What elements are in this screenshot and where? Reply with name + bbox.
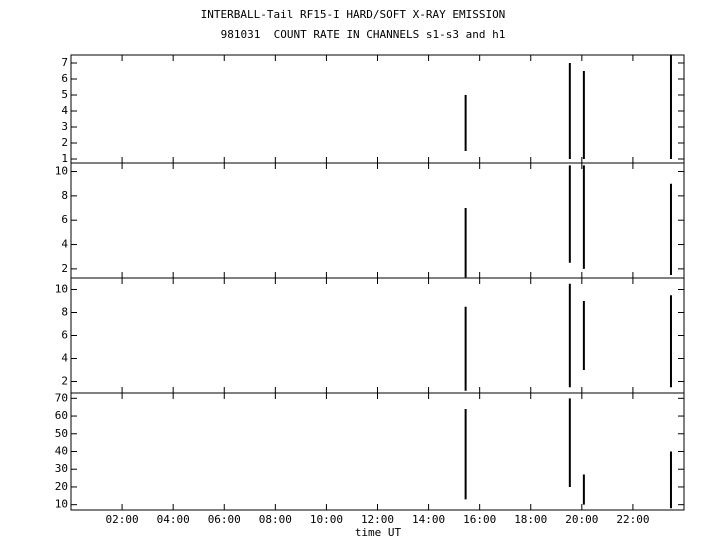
- y-tick-label: 4: [61, 352, 68, 365]
- y-tick-label: 40: [55, 445, 68, 458]
- x-tick-label: 06:00: [208, 513, 241, 526]
- spike-line: [464, 398, 672, 509]
- y-tick-label: 10: [55, 283, 68, 296]
- x-tick-label: 22:00: [616, 513, 649, 526]
- y-tick-label: 30: [55, 462, 68, 475]
- y-tick-label: 10: [55, 165, 68, 178]
- panel-frame: [70, 54, 685, 164]
- y-tick-label: 4: [61, 104, 68, 117]
- x-tick-label: 02:00: [106, 513, 139, 526]
- y-tick-label: 7: [61, 56, 68, 69]
- y-tick-label: 20: [55, 480, 68, 493]
- x-tick-label: 12:00: [361, 513, 394, 526]
- panel-frame: [70, 277, 685, 394]
- y-tick-label: 1: [61, 152, 68, 165]
- y-tick-label: 6: [61, 329, 68, 342]
- x-tick-label: 20:00: [565, 513, 598, 526]
- spike-line: [464, 283, 672, 391]
- spike-line: [464, 55, 672, 159]
- x-tick-label: 16:00: [463, 513, 496, 526]
- y-tick-label: 70: [55, 391, 68, 404]
- y-tick-label: 6: [61, 72, 68, 85]
- y-tick-label: 2: [61, 136, 68, 149]
- y-tick-label: 8: [61, 306, 68, 319]
- panel-frame: [70, 392, 685, 511]
- y-tick-label: 6: [61, 213, 68, 226]
- x-tick-label: 08:00: [259, 513, 292, 526]
- y-tick-label: 10: [55, 498, 68, 511]
- panel-frame: [70, 162, 685, 279]
- y-tick-label: 5: [61, 88, 68, 101]
- x-tick-label: 18:00: [514, 513, 547, 526]
- x-tick-label: 04:00: [157, 513, 190, 526]
- y-tick-label: 60: [55, 409, 68, 422]
- y-tick-label: 2: [61, 262, 68, 275]
- x-tick-label: 14:00: [412, 513, 445, 526]
- spike-line: [464, 165, 672, 278]
- y-tick-label: 2: [61, 375, 68, 388]
- y-tick-label: 50: [55, 427, 68, 440]
- chart-subtitle: 981031 COUNT RATE IN CHANNELS s1-s3 and …: [221, 28, 506, 41]
- y-tick-label: 3: [61, 120, 68, 133]
- y-tick-label: 8: [61, 189, 68, 202]
- x-axis-label: time UT: [355, 526, 402, 539]
- chart-title: INTERBALL-Tail RF15-I HARD/SOFT X-RAY EM…: [201, 8, 506, 21]
- y-tick-label: 4: [61, 238, 68, 251]
- x-tick-label: 10:00: [310, 513, 343, 526]
